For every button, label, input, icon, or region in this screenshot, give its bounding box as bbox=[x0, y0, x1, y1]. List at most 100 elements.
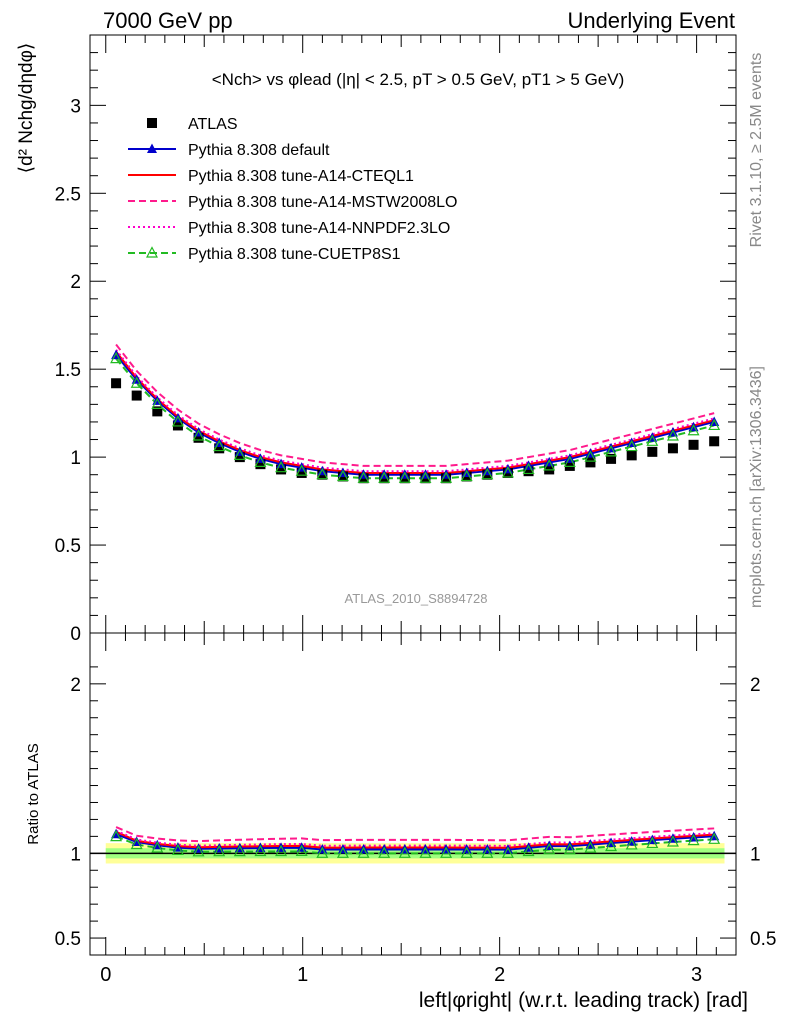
series-5-ratio-point bbox=[522, 844, 535, 857]
ratio-y-tick-label-right: 0.5 bbox=[750, 929, 776, 950]
ratio-plot-panel: 0.5 0.5 1 1 2 2 0 1 2 3 Ratio to ATLAS left|φrig… bbox=[25, 632, 776, 1012]
series-5-ratio-point bbox=[254, 844, 267, 857]
series-5-main-point bbox=[460, 469, 473, 482]
series-5-main-point bbox=[646, 434, 659, 446]
series-5-main-point bbox=[666, 429, 679, 441]
series-0-main-point bbox=[111, 378, 122, 389]
series-5-ratio-point bbox=[398, 846, 411, 858]
ratio-y-ticks: 0.5 0.5 1 1 2 2 bbox=[55, 666, 776, 950]
series-5-ratio-point bbox=[316, 846, 329, 858]
series-0-main-point bbox=[626, 450, 637, 461]
series-5-main-point bbox=[336, 469, 349, 482]
series-0-main-point bbox=[296, 467, 307, 478]
series-5-main-point bbox=[275, 460, 288, 473]
main-y-axis-label: ⟨d² Nchg/dηdφ⟩ bbox=[16, 43, 37, 174]
series-5-main-point bbox=[605, 445, 618, 457]
legend-label: Pythia 8.308 tune-A14-CTEQL1 bbox=[188, 168, 414, 185]
main-y-tick-label: 0.5 bbox=[55, 536, 81, 557]
series-5-main-point bbox=[625, 439, 638, 452]
main-y-tick-label: 2 bbox=[70, 272, 81, 293]
series-5-main-point bbox=[110, 351, 123, 364]
series-5-main-point bbox=[419, 471, 432, 483]
series-5-ratio-point bbox=[666, 835, 679, 847]
series-5-main-point bbox=[522, 462, 535, 475]
series-5-main-point bbox=[481, 467, 494, 480]
x-axis-label: left|φright| (w.r.t. leading track) [rad… bbox=[419, 989, 748, 1012]
series-5-main-point bbox=[316, 467, 329, 480]
series-5-ratio-point bbox=[481, 846, 494, 858]
series-0-main-point bbox=[131, 390, 142, 401]
legend-label: ATLAS bbox=[188, 116, 238, 133]
series-5-main-point bbox=[151, 397, 164, 409]
series-5-ratio-point bbox=[130, 837, 143, 850]
series-5-main-point bbox=[398, 471, 411, 483]
main-y-tick-label: 1.5 bbox=[55, 360, 81, 381]
series-0-main-point bbox=[585, 457, 596, 468]
series-0-main-point bbox=[667, 443, 678, 454]
series-5-main-point bbox=[130, 376, 143, 388]
legend-label: Pythia 8.308 default bbox=[188, 142, 330, 159]
series-5-ratio-point bbox=[625, 838, 638, 850]
series-5-main-point bbox=[213, 439, 226, 452]
series-5-main-point bbox=[563, 455, 576, 467]
series-0-main-point bbox=[214, 443, 225, 454]
legend-label: Pythia 8.308 tune-CUETP8S1 bbox=[188, 246, 401, 263]
series-0-main-point bbox=[276, 464, 287, 475]
series-5-ratio-point bbox=[419, 846, 432, 858]
series-5-ratio-point bbox=[295, 844, 308, 857]
series-5-main-point bbox=[584, 450, 597, 462]
series-4-main-line bbox=[115, 349, 715, 473]
legend-marker-atlas bbox=[147, 118, 157, 128]
series-5-main-point bbox=[378, 471, 391, 483]
ratio-y-axis-label: Ratio to ATLAS bbox=[25, 743, 42, 844]
ratio-markers bbox=[110, 828, 721, 858]
ratio-y-tick-label: 0.5 bbox=[55, 929, 81, 950]
main-y-tick-label: 2.5 bbox=[55, 184, 81, 205]
main-y-tick-label: 1 bbox=[70, 448, 81, 469]
series-5-ratio-point bbox=[687, 833, 700, 846]
series-1-ratio-line bbox=[115, 833, 715, 851]
series-2-ratio-line bbox=[115, 830, 715, 849]
series-5-main-point bbox=[295, 464, 308, 476]
series-5-ratio-point bbox=[378, 846, 391, 858]
legend: ATLAS Pythia 8.308 default Pythia 8.308 tu… bbox=[128, 116, 457, 263]
series-5-ratio-point bbox=[605, 839, 618, 852]
series-5-main-point bbox=[440, 471, 453, 483]
header-left: 7000 GeV pp bbox=[103, 8, 233, 33]
series-0-main-point bbox=[688, 439, 699, 450]
ratio-y-tick-label: 2 bbox=[70, 675, 81, 696]
ratio-plot-frame bbox=[89, 632, 737, 956]
series-5-ratio-point bbox=[501, 846, 514, 858]
main-y-ticks: 0 0.5 1 1.5 2 2.5 3 bbox=[55, 52, 736, 645]
side-label-mcplots: mcplots.cern.ch [arXiv:1306.3436] bbox=[748, 366, 765, 608]
series-0-main-point bbox=[255, 459, 266, 470]
series-5-ratio-point bbox=[213, 844, 226, 857]
legend-marker-5 bbox=[146, 246, 158, 258]
x-tick-label: 0 bbox=[100, 964, 111, 986]
main-curves bbox=[115, 343, 715, 480]
ratio-y-tick-label: 1 bbox=[70, 844, 81, 865]
main-plot-panel: 0 0.5 1 1.5 2 2.5 3 <Nch> vs φlead (|η| < 2.5,… bbox=[16, 34, 737, 645]
series-5-ratio-point bbox=[110, 829, 123, 842]
header-right: Underlying Event bbox=[567, 8, 735, 33]
series-5-main-point bbox=[708, 418, 721, 431]
series-5-main-point bbox=[171, 415, 184, 427]
main-markers bbox=[110, 349, 721, 484]
series-5-ratio-point bbox=[563, 842, 576, 855]
series-5-ratio-point bbox=[275, 844, 288, 857]
series-3-ratio-line bbox=[115, 826, 715, 843]
legend-marker-1 bbox=[147, 143, 157, 153]
series-5-ratio-point bbox=[336, 846, 349, 858]
side-label-rivet: Rivet 3.1.10, ≥ 2.5M events bbox=[748, 53, 765, 248]
ratio-y-tick-label-right: 2 bbox=[750, 675, 761, 696]
series-0-main-point bbox=[234, 452, 245, 463]
series-5-ratio-point bbox=[233, 844, 246, 857]
series-5-ratio-point bbox=[543, 842, 556, 855]
series-5-main-point bbox=[233, 448, 246, 460]
legend-label: Pythia 8.308 tune-A14-MSTW2008LO bbox=[188, 194, 457, 211]
series-0-main-point bbox=[523, 466, 534, 477]
series-5-ratio-point bbox=[460, 846, 473, 858]
series-5-main-point bbox=[543, 459, 556, 471]
series-5-ratio-point bbox=[171, 843, 184, 856]
main-y-tick-label: 0 bbox=[70, 624, 81, 645]
